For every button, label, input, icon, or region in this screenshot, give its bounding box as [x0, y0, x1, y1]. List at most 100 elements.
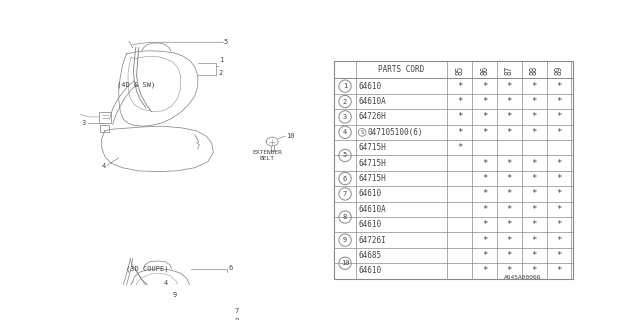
Text: *: * [457, 82, 463, 91]
Text: 10: 10 [341, 260, 349, 266]
Text: *: * [457, 128, 463, 137]
Text: 64715H: 64715H [358, 143, 386, 152]
Text: 047105100(6): 047105100(6) [367, 128, 423, 137]
Text: 64685: 64685 [358, 251, 381, 260]
Text: *: * [482, 189, 487, 198]
Text: *: * [482, 205, 487, 214]
Text: *: * [556, 205, 562, 214]
Text: 9: 9 [173, 292, 177, 298]
Text: 64610A: 64610A [358, 97, 386, 106]
Bar [200, 317, 209, 320]
Text: *: * [482, 82, 487, 91]
Text: *: * [531, 251, 537, 260]
Text: *: * [507, 97, 512, 106]
Text: *: * [531, 236, 537, 244]
Text: *: * [556, 236, 562, 244]
Text: S: S [360, 130, 364, 135]
Text: *: * [507, 189, 512, 198]
Text: *: * [507, 82, 512, 91]
Text: *: * [507, 220, 512, 229]
Text: *: * [556, 128, 562, 137]
Text: *: * [507, 236, 512, 244]
Text: *: * [457, 143, 463, 152]
Text: 4: 4 [164, 280, 168, 286]
Text: 64610: 64610 [358, 267, 381, 276]
Text: *: * [482, 128, 487, 137]
Text: *: * [531, 189, 537, 198]
Text: *: * [507, 159, 512, 168]
Text: *: * [482, 236, 487, 244]
Text: 2: 2 [219, 69, 223, 76]
Text: *: * [482, 112, 487, 121]
Text: *: * [457, 97, 463, 106]
Text: *: * [457, 112, 463, 121]
Text: 5: 5 [343, 152, 347, 158]
Text: *: * [482, 251, 487, 260]
Text: 1: 1 [343, 83, 347, 89]
Text: 4: 4 [343, 129, 347, 135]
Text: (4D & SW): (4D & SW) [117, 82, 156, 88]
Text: *: * [556, 159, 562, 168]
Text: *: * [507, 267, 512, 276]
Text: 88: 88 [530, 65, 539, 75]
Text: *: * [556, 267, 562, 276]
Text: EXTENDER: EXTENDER [252, 150, 282, 155]
Text: *: * [531, 174, 537, 183]
Text: 10: 10 [286, 133, 294, 139]
Bar [99, 112, 111, 123]
Text: *: * [482, 267, 487, 276]
Text: 3: 3 [343, 114, 347, 120]
Text: *: * [531, 267, 537, 276]
Text: 64715H: 64715H [358, 174, 386, 183]
Text: 89: 89 [554, 65, 563, 75]
Text: BELT: BELT [260, 156, 275, 161]
Text: *: * [556, 189, 562, 198]
Text: *: * [531, 159, 537, 168]
Text: *: * [531, 82, 537, 91]
Text: *: * [507, 251, 512, 260]
Text: *: * [531, 128, 537, 137]
Text: A645A00066: A645A00066 [504, 275, 541, 280]
Bar [100, 124, 109, 132]
Text: 8: 8 [234, 318, 239, 320]
Text: *: * [531, 220, 537, 229]
Text: *: * [482, 220, 487, 229]
Text: *: * [556, 97, 562, 106]
Text: 5: 5 [223, 39, 228, 45]
Text: 9: 9 [343, 237, 347, 243]
Text: *: * [507, 128, 512, 137]
Text: *: * [531, 112, 537, 121]
Text: 8: 8 [343, 214, 347, 220]
Text: *: * [482, 97, 487, 106]
Text: 64726I: 64726I [358, 236, 386, 244]
Bar [334, 61, 573, 279]
Text: 64610A: 64610A [358, 205, 386, 214]
Text: 64610: 64610 [358, 189, 381, 198]
Text: *: * [556, 220, 562, 229]
Text: 86: 86 [480, 65, 489, 75]
Text: 3: 3 [81, 120, 86, 126]
Text: 4: 4 [102, 163, 106, 169]
Text: *: * [556, 82, 562, 91]
Text: 1: 1 [219, 57, 223, 63]
Text: 64610: 64610 [358, 220, 381, 229]
Text: *: * [482, 174, 487, 183]
Text: 87: 87 [505, 65, 514, 75]
Text: *: * [556, 112, 562, 121]
Text: 64726H: 64726H [358, 112, 386, 121]
Text: 85: 85 [455, 65, 464, 75]
Text: *: * [556, 174, 562, 183]
Text: *: * [507, 205, 512, 214]
Text: *: * [507, 112, 512, 121]
Text: 6: 6 [228, 265, 232, 271]
Text: *: * [556, 251, 562, 260]
Text: 7: 7 [234, 308, 239, 314]
Text: *: * [531, 97, 537, 106]
Text: (3D COUPE): (3D COUPE) [127, 266, 169, 272]
Text: 64715H: 64715H [358, 159, 386, 168]
Text: 2: 2 [343, 99, 347, 105]
Text: *: * [507, 174, 512, 183]
Text: PARTS CORD: PARTS CORD [378, 66, 425, 75]
Text: *: * [531, 205, 537, 214]
Text: 7: 7 [343, 191, 347, 197]
